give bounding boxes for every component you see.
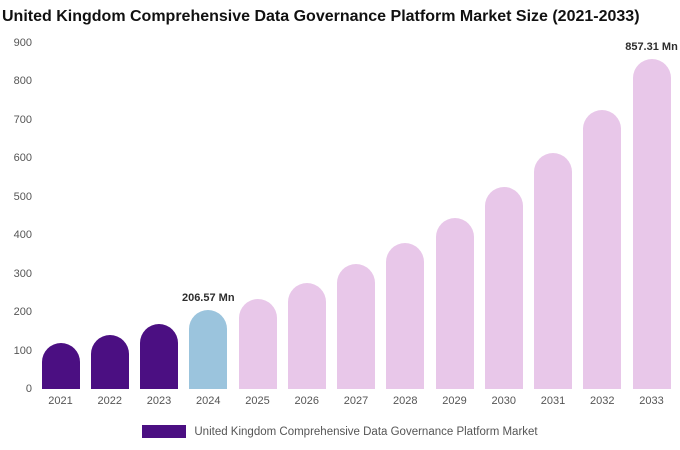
- y-tick-label: 200: [13, 306, 32, 319]
- bar-slot: [430, 43, 479, 389]
- legend-swatch: [142, 425, 187, 438]
- x-tick-label: 2025: [245, 395, 270, 407]
- x-tick-label: 2033: [639, 395, 664, 407]
- y-tick-label: 400: [13, 229, 32, 242]
- bar-slot: [529, 43, 578, 389]
- bar-slot: [282, 43, 331, 389]
- bar-slot: 857.31 Mn: [625, 41, 678, 389]
- bar-slot: [381, 43, 430, 389]
- bar-slot: [479, 43, 528, 389]
- bar-slot: [85, 43, 134, 389]
- y-tick-label: 700: [13, 113, 32, 126]
- x-tick-label: 2022: [97, 395, 122, 407]
- bar-2032[interactable]: [583, 110, 622, 389]
- bar-2021[interactable]: [41, 342, 80, 389]
- bar-slot: [36, 43, 85, 389]
- x-tick-label: 2021: [48, 395, 73, 407]
- x-tick-label: 2028: [393, 395, 418, 407]
- bar-2026[interactable]: [287, 283, 326, 389]
- bar-slot: 206.57 Mn: [181, 43, 235, 389]
- bar-2023[interactable]: [140, 323, 178, 389]
- bar-2027[interactable]: [337, 264, 375, 389]
- chart-title: United Kingdom Comprehensive Data Govern…: [2, 8, 640, 25]
- y-tick-label: 500: [13, 190, 32, 203]
- bar-2030[interactable]: [484, 187, 523, 389]
- bar-2022[interactable]: [90, 334, 129, 389]
- data-label-2024: 206.57 Mn: [181, 291, 235, 304]
- x-tick-label: 2031: [540, 395, 566, 407]
- y-tick-label: 900: [13, 37, 32, 49]
- x-tick-label: 2027: [343, 395, 369, 407]
- bar-slot: [233, 43, 282, 389]
- bar-2029[interactable]: [435, 217, 474, 389]
- y-tick-label: 600: [13, 152, 32, 165]
- y-tick-label: 800: [13, 75, 32, 88]
- bar-2024[interactable]: [189, 309, 228, 389]
- bar-2031[interactable]: [534, 152, 572, 389]
- y-tick-label: 300: [13, 267, 32, 280]
- plot-area: 0 100 200 300 400 500 600 700 800 900 206.57 Mn 85…: [14, 37, 678, 395]
- legend: United Kingdom Comprehensive Data Govern…: [0, 425, 680, 438]
- x-tick-label: 2030: [491, 395, 516, 407]
- x-tick-label: 2032: [590, 395, 615, 407]
- x-tick-label: 2029: [442, 395, 467, 407]
- x-tick-label: 2023: [146, 395, 172, 407]
- x-tick-label: 2024: [196, 395, 221, 407]
- bar-2033[interactable]: [632, 59, 671, 389]
- bars-area: 206.57 Mn 857.31 Mn: [36, 41, 678, 389]
- x-tick-label: 2026: [294, 395, 319, 407]
- x-axis: 2021 2022 2023 2024 2025 2026 2027 2028 2029 2030…: [36, 395, 676, 407]
- bar-2025[interactable]: [238, 298, 277, 389]
- bar-slot: [135, 43, 184, 389]
- y-tick-label: 0: [25, 383, 32, 395]
- y-axis: 0 100 200 300 400 500 600 700 800 900: [2, 37, 32, 395]
- bar-slot: [332, 43, 381, 389]
- legend-label: United Kingdom Comprehensive Data Govern…: [194, 425, 538, 438]
- bar-slot: [578, 43, 627, 389]
- y-tick-label: 100: [13, 344, 32, 357]
- bar-2028[interactable]: [386, 242, 425, 389]
- data-label-2033: 857.31 Mn: [625, 41, 678, 54]
